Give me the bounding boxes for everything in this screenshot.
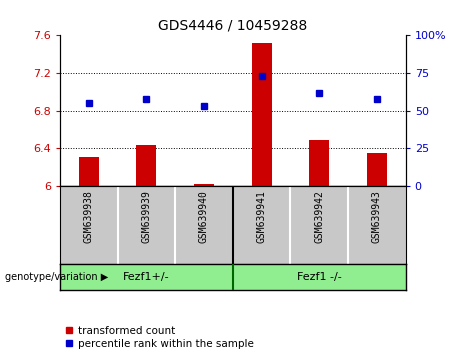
Bar (194, 184, 214, 186)
Text: Fezf1 -/-: Fezf1 -/- (297, 272, 342, 282)
Bar (79, 157, 99, 186)
Text: GSM639940: GSM639940 (199, 190, 209, 242)
Text: GSM639941: GSM639941 (257, 190, 266, 242)
Text: GSM639938: GSM639938 (84, 190, 94, 242)
Bar (367, 153, 387, 186)
Title: GDS4446 / 10459288: GDS4446 / 10459288 (158, 19, 307, 33)
Legend: transformed count, percentile rank within the sample: transformed count, percentile rank withi… (65, 326, 254, 349)
Text: GSM639943: GSM639943 (372, 190, 382, 242)
Text: genotype/variation ▶: genotype/variation ▶ (5, 272, 108, 282)
Text: GSM639942: GSM639942 (314, 190, 324, 242)
Bar (309, 140, 329, 186)
Text: Fezf1+/-: Fezf1+/- (123, 272, 170, 282)
Text: GSM639939: GSM639939 (142, 190, 151, 242)
Bar (136, 145, 156, 186)
Bar (252, 43, 272, 186)
